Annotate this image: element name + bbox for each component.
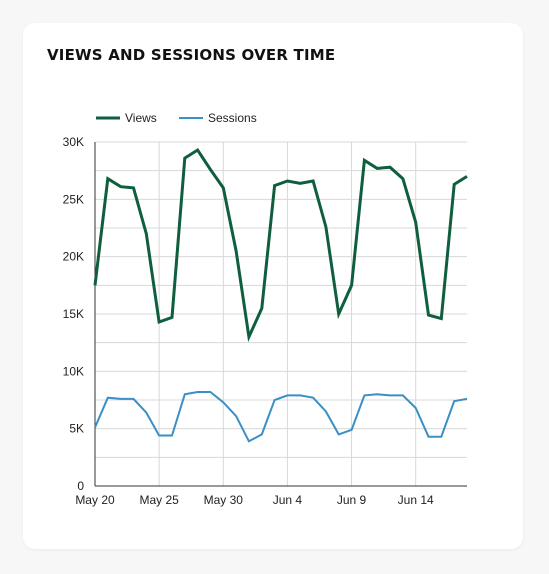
series-line-views xyxy=(93,147,468,343)
x-tick-label: May 30 xyxy=(204,493,244,507)
legend: Views Sessions xyxy=(96,111,257,125)
x-tick-label: Jun 4 xyxy=(273,493,303,507)
x-tick-label: Jun 9 xyxy=(337,493,367,507)
grid-lines xyxy=(95,141,467,486)
y-tick-label: 5K xyxy=(69,422,84,436)
legend-label: Views xyxy=(125,111,157,125)
y-tick-label: 15K xyxy=(63,307,84,321)
y-tick-label: 30K xyxy=(63,135,84,149)
series-lines xyxy=(93,147,468,443)
y-tick-label: 25K xyxy=(63,192,84,206)
chart-card xyxy=(23,23,523,549)
y-tick-label: 20K xyxy=(63,250,84,264)
y-tick-label: 10K xyxy=(63,364,84,378)
axes: 0 5K 10K 15K 20K 25K 30K May 20 May 25 May 30 Jun … xyxy=(63,135,467,507)
x-tick-label: May 20 xyxy=(75,493,115,507)
series-line-sessions xyxy=(94,391,468,443)
x-tick-label: May 25 xyxy=(139,493,179,507)
y-tick-label: 0 xyxy=(77,479,84,493)
legend-label: Sessions xyxy=(208,111,257,125)
x-tick-label: Jun 14 xyxy=(398,493,434,507)
chart-title: VIEWS AND SESSIONS OVER TIME xyxy=(47,46,336,64)
